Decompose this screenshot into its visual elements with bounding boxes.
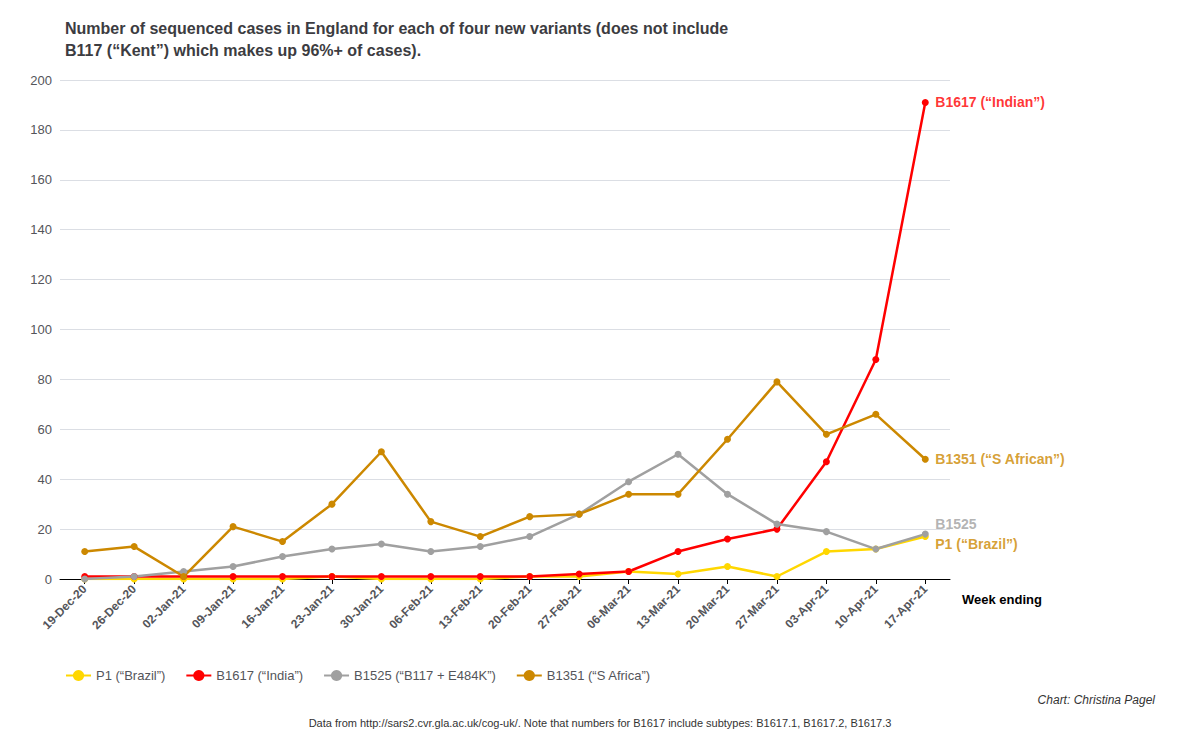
svg-text:B1525: B1525	[935, 516, 976, 532]
svg-text:23-Jan-21: 23-Jan-21	[288, 582, 337, 631]
svg-text:200: 200	[30, 73, 52, 88]
svg-text:30-Jan-21: 30-Jan-21	[337, 582, 386, 631]
svg-text:B1525 (“B117 + E484K”): B1525 (“B117 + E484K”)	[354, 668, 496, 683]
svg-text:0: 0	[45, 572, 52, 587]
svg-text:B1617 (“India”): B1617 (“India”)	[216, 668, 303, 683]
svg-text:13-Feb-21: 13-Feb-21	[436, 582, 486, 632]
svg-text:60: 60	[38, 422, 52, 437]
svg-text:26-Dec-20: 26-Dec-20	[89, 582, 139, 632]
svg-text:80: 80	[38, 372, 52, 387]
svg-text:B1351 (“S Africa”): B1351 (“S Africa”)	[547, 668, 650, 683]
svg-text:03-Apr-21: 03-Apr-21	[782, 582, 831, 631]
svg-text:B1351 (“S African”): B1351 (“S African”)	[935, 451, 1064, 467]
svg-text:16-Jan-21: 16-Jan-21	[238, 582, 287, 631]
svg-text:10-Apr-21: 10-Apr-21	[832, 582, 881, 631]
svg-text:P1 (“Brazil”): P1 (“Brazil”)	[935, 536, 1017, 552]
svg-text:20: 20	[38, 522, 52, 537]
svg-text:Chart: Christina Pagel: Chart: Christina Pagel	[1038, 693, 1156, 707]
svg-text:Number of sequenced cases in E: Number of sequenced cases in England for…	[65, 20, 728, 37]
svg-text:P1 (“Brazil”): P1 (“Brazil”)	[96, 668, 165, 683]
svg-text:160: 160	[30, 172, 52, 187]
svg-text:06-Mar-21: 06-Mar-21	[584, 582, 634, 632]
svg-text:Week ending: Week ending	[962, 592, 1042, 607]
svg-text:180: 180	[30, 122, 52, 137]
svg-text:20-Feb-21: 20-Feb-21	[485, 582, 535, 632]
svg-text:27-Feb-21: 27-Feb-21	[535, 582, 585, 632]
svg-text:19-Dec-20: 19-Dec-20	[40, 582, 90, 632]
svg-text:17-Apr-21: 17-Apr-21	[881, 582, 930, 631]
svg-text:40: 40	[38, 472, 52, 487]
svg-text:02-Jan-21: 02-Jan-21	[140, 582, 189, 631]
svg-text:B1617 (“Indian”): B1617 (“Indian”)	[935, 94, 1045, 110]
svg-text:27-Mar-21: 27-Mar-21	[732, 582, 782, 632]
svg-text:140: 140	[30, 222, 52, 237]
svg-text:09-Jan-21: 09-Jan-21	[189, 582, 238, 631]
svg-text:120: 120	[30, 272, 52, 287]
svg-text:20-Mar-21: 20-Mar-21	[683, 582, 733, 632]
svg-text:13-Mar-21: 13-Mar-21	[634, 582, 684, 632]
svg-text:100: 100	[30, 322, 52, 337]
svg-text:B117 (“Kent”) which makes up 9: B117 (“Kent”) which makes up 96%+ of cas…	[65, 42, 421, 59]
svg-text:06-Feb-21: 06-Feb-21	[386, 582, 436, 632]
svg-text:Data from http://sars2.cvr.gla: Data from http://sars2.cvr.gla.ac.uk/cog…	[309, 717, 892, 729]
